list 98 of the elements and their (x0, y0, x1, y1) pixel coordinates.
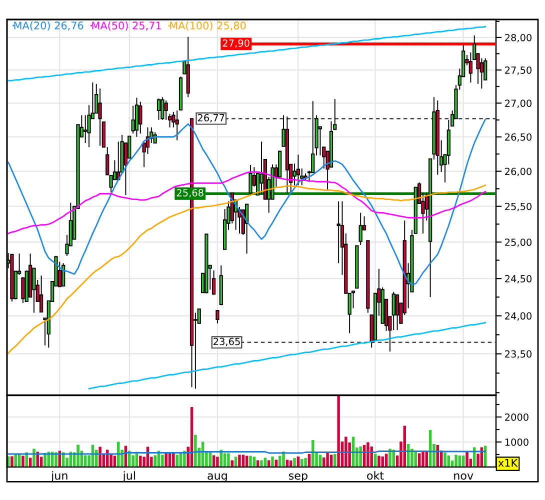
candlestick (355, 245, 359, 289)
y-tick-label: 2000 (505, 413, 528, 421)
candlestick (178, 76, 183, 111)
bar (110, 454, 112, 467)
bar (194, 434, 197, 467)
y-tick-label: 28,00 (505, 34, 532, 42)
candlestick (245, 204, 249, 254)
candlestick (395, 294, 400, 331)
bar (238, 454, 241, 467)
candlestick (175, 110, 179, 141)
bar (359, 446, 362, 467)
bar (44, 453, 46, 467)
bar (282, 452, 285, 467)
legend-label: MA(20) 26,76 (14, 21, 84, 31)
ref-line-label: 23,65 (214, 338, 240, 346)
ref-line-label: 26,77 (198, 114, 224, 122)
bar (176, 454, 178, 467)
bar (454, 454, 458, 467)
candlestick (186, 36, 190, 98)
y-tick-label: 23,50 (505, 350, 532, 359)
bar (260, 460, 263, 467)
candlestick (248, 164, 252, 196)
y-tick-label: 26,50 (505, 133, 532, 142)
line-series (88, 322, 486, 390)
bar (304, 458, 307, 467)
bar (271, 456, 274, 467)
y-tick-label: 25,00 (505, 238, 532, 247)
bar (378, 456, 380, 467)
y-tick-label: 26,00 (505, 168, 532, 176)
y-tick-label: 27,50 (505, 66, 532, 75)
y-tick-label: 27,00 (505, 100, 532, 108)
candlestick (296, 154, 300, 186)
bar (132, 455, 134, 467)
candlestick (134, 97, 139, 138)
candlestick (98, 88, 102, 146)
bar (139, 456, 142, 467)
x-tick-label: jun (50, 471, 68, 482)
candlestick (358, 212, 362, 246)
x-tick-label: nov (454, 473, 474, 480)
candlestick (366, 240, 370, 314)
ref-line-label: 25,68 (176, 189, 204, 198)
bar (344, 436, 348, 467)
bar (312, 440, 314, 467)
bar (154, 455, 156, 467)
candlestick (156, 98, 161, 120)
candlestick (219, 264, 223, 306)
bar (293, 458, 296, 467)
bar (381, 456, 384, 467)
ref-line-label: 27,90 (222, 39, 250, 48)
bar (227, 453, 230, 467)
bar (388, 448, 392, 467)
bar (370, 446, 373, 467)
bar (164, 453, 168, 467)
x-tick-label: sep (288, 473, 308, 482)
candlestick (285, 116, 289, 194)
y-tick-label: 24,50 (505, 275, 532, 284)
bar (14, 454, 17, 467)
bar (32, 448, 36, 467)
bar (208, 452, 212, 467)
bar (337, 396, 340, 467)
bar (98, 446, 102, 467)
line-series (8, 171, 486, 234)
bar (128, 450, 131, 467)
bar (422, 452, 424, 467)
bar (54, 452, 58, 467)
bar (403, 426, 406, 467)
candlestick (138, 101, 142, 134)
y-tick-label: 1000 (505, 438, 528, 446)
x-tick-label: jul (122, 471, 135, 482)
candlestick (10, 254, 14, 302)
bar (183, 450, 186, 467)
candlestick (160, 96, 164, 120)
y-tick-label: 24,00 (505, 312, 532, 321)
bar (76, 444, 80, 467)
legend-label: MA(50) 25,71 (92, 21, 161, 31)
y-tick-label: 25,50 (505, 202, 532, 212)
candlestick (204, 234, 208, 294)
candlestick (216, 310, 220, 324)
x-tick-label: okt (367, 471, 384, 480)
bar (444, 452, 446, 467)
bar (172, 453, 175, 467)
bar (249, 456, 252, 467)
line-series (8, 184, 486, 354)
bar (117, 442, 120, 467)
bar (392, 450, 395, 467)
bar (326, 452, 329, 467)
bar (466, 452, 468, 467)
candlestick (62, 262, 66, 286)
y-axis-title: x1K (498, 459, 518, 467)
bar (216, 456, 219, 467)
bar (10, 456, 14, 467)
bar (161, 454, 164, 467)
candlestick (436, 100, 440, 176)
bar (366, 442, 370, 467)
bar (22, 456, 24, 467)
bar (334, 454, 336, 467)
candlestick (40, 275, 44, 313)
legend-label: MA(100) 25,80 (170, 21, 246, 31)
